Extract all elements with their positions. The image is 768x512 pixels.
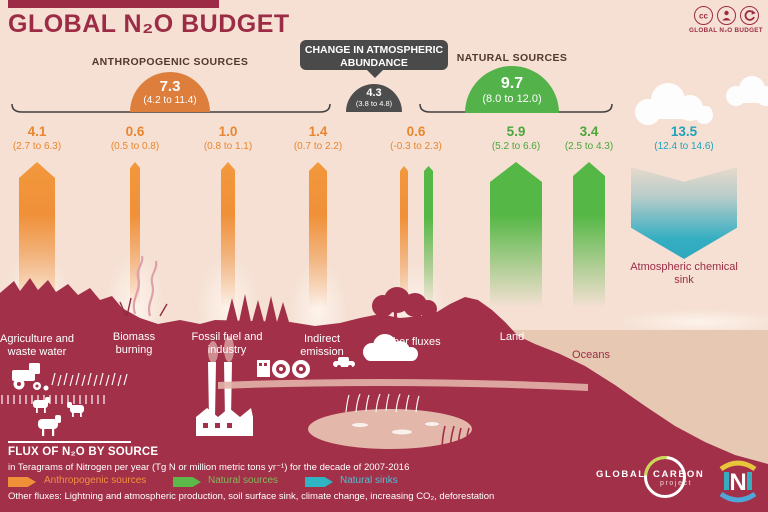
value: 1.4	[308, 124, 328, 139]
label-biomass-burning: Biomass burning	[112, 331, 156, 357]
flux-arrow-indirect-emission	[309, 162, 327, 312]
flux-arrow-agriculture	[19, 162, 55, 312]
flux-value-atmospheric-sink: 13.5 (12.4 to 14.6)	[629, 124, 739, 153]
flux-arrow-land	[490, 162, 542, 312]
label-other-fluxes: Other fluxes	[381, 336, 441, 348]
label-agriculture-waste-water: Agriculture and waste water	[0, 333, 74, 359]
value: 4.1	[27, 124, 47, 139]
flux-arrow-oceans	[573, 162, 605, 312]
value: 3.4	[579, 124, 599, 139]
flux-arrow-atmospheric-sink	[631, 167, 737, 259]
gcp-carbon-text: CARBON	[653, 469, 705, 480]
factory-icon	[196, 362, 253, 436]
waste-water-plant-icon	[257, 360, 310, 378]
range: (-0.3 to 2.3)	[390, 140, 442, 152]
anthropogenic-total-value: 7.3	[159, 78, 181, 95]
cloud-icon	[635, 83, 713, 125]
label-oceans: Oceans	[572, 349, 610, 361]
label-atmospheric-chemical-sink: Atmospheric chemical sink	[630, 261, 738, 287]
international-nitrogen-initiative-logo: N	[719, 460, 757, 503]
value: 13.5	[670, 124, 698, 139]
flux-arrow-fossil-fuel	[221, 162, 235, 312]
natural-total-range: (8.0 to 12.0)	[482, 93, 542, 105]
value: 5.9	[506, 124, 526, 139]
range: (2.5 to 4.3)	[564, 140, 614, 152]
cloud-icon	[726, 76, 768, 106]
pine-trees-icon	[226, 294, 289, 322]
pond-icon	[308, 409, 472, 449]
flux-value-indirect-emission: 1.4 (0.7 to 2.2)	[263, 124, 373, 153]
change-total-range: (3.8 to 4.8)	[355, 99, 393, 108]
footer-divider	[8, 441, 131, 443]
range: (5.2 to 6.6)	[491, 140, 541, 152]
flux-value-other-fluxes: 0.6 (-0.3 to 2.3)	[361, 124, 471, 153]
value: 0.6	[125, 124, 145, 139]
cow-icon	[33, 397, 84, 436]
change-total-dome: 4.3 (3.8 to 4.8)	[346, 84, 402, 112]
road	[218, 378, 588, 391]
value: 0.6	[406, 124, 426, 139]
legend-label-anthropogenic: Anthropogenic sources	[44, 475, 147, 486]
fire-icon	[119, 255, 168, 317]
svg-text:cc: cc	[699, 12, 708, 21]
license-caption: GLOBAL N₂O BUDGET	[689, 27, 763, 34]
natural-total-dome: 9.7 (8.0 to 12.0)	[465, 66, 559, 113]
anthropogenic-total-range: (4.2 to 11.4)	[143, 95, 197, 106]
fence-icon	[1, 395, 105, 404]
flux-arrow-other-fluxes-natural	[424, 166, 433, 312]
cc-by-person-icon	[716, 6, 736, 25]
range: (0.5 to 0.8)	[110, 140, 160, 152]
range: (2.7 to 6.3)	[12, 140, 62, 152]
footer-subheading: in Teragrams of Nitrogen per year (Tg N …	[8, 462, 410, 473]
gcp-project-text: project	[660, 480, 693, 487]
change-total-value: 4.3	[366, 87, 382, 99]
anthropogenic-sources-label: ANTHROPOGENIC SOURCES	[91, 56, 249, 68]
label-land: Land	[499, 331, 525, 343]
flux-value-oceans: 3.4 (2.5 to 4.3)	[534, 124, 644, 153]
license-badge: cc GLOBAL N₂O BUDGET	[688, 6, 764, 34]
gcp-global-text: GLOBAL	[596, 469, 646, 480]
flux-value-biomass-burning: 0.6 (0.5 to 0.8)	[80, 124, 190, 153]
header-bar	[8, 0, 219, 8]
legend-arrow-natural-sources	[173, 477, 201, 487]
label-indirect-emission: Indirect emission	[300, 333, 344, 359]
crops-icon	[51, 372, 128, 387]
natural-total-value: 9.7	[500, 75, 524, 92]
change-box-pointer	[366, 69, 384, 78]
footer-note: Other fluxes: Lightning and atmospheric …	[8, 491, 495, 502]
legend-label-natural-sources: Natural sources	[208, 475, 279, 486]
footer-heading: FLUX OF N₂O BY SOURCE	[8, 446, 159, 458]
cc-icon: cc	[693, 6, 713, 25]
global-carbon-project-logo: GLOBAL CARBON project	[596, 447, 720, 507]
flux-value-fossil-fuel: 1.0 (0.8 to 1.1)	[173, 124, 283, 153]
tractor-icon	[12, 363, 49, 391]
flux-arrow-biomass-burning	[130, 162, 140, 312]
legend-arrow-natural-sinks	[305, 477, 333, 487]
reeds-icon	[441, 425, 470, 455]
grass-icon	[345, 393, 420, 413]
label-fossil-fuel-industry: Fossil fuel and industry	[191, 331, 263, 357]
flux-value-land: 5.9 (5.2 to 6.6)	[461, 124, 571, 153]
flux-value-agriculture: 4.1 (2.7 to 6.3)	[0, 124, 92, 153]
change-in-atmospheric-abundance-label: CHANGE IN ATMOSPHERIC ABUNDANCE	[300, 40, 448, 70]
range: (12.4 to 14.6)	[654, 140, 714, 152]
legend-arrow-anthropogenic	[8, 477, 36, 487]
legend-label-natural-sinks: Natural sinks	[340, 475, 398, 486]
cc-share-alike-icon	[739, 6, 759, 25]
page-title: GLOBAL N₂O BUDGET	[8, 10, 290, 38]
flux-arrow-other-fluxes-anthropogenic	[400, 166, 408, 312]
gcp-circle-icon	[644, 456, 686, 498]
value: 1.0	[218, 124, 238, 139]
natural-sources-label: NATURAL SOURCES	[456, 52, 568, 64]
anthropogenic-total-dome: 7.3 (4.2 to 11.4)	[130, 72, 210, 112]
ini-letter: N	[729, 469, 746, 496]
range: (0.8 to 1.1)	[203, 140, 253, 152]
range: (0.7 to 2.2)	[293, 140, 343, 152]
